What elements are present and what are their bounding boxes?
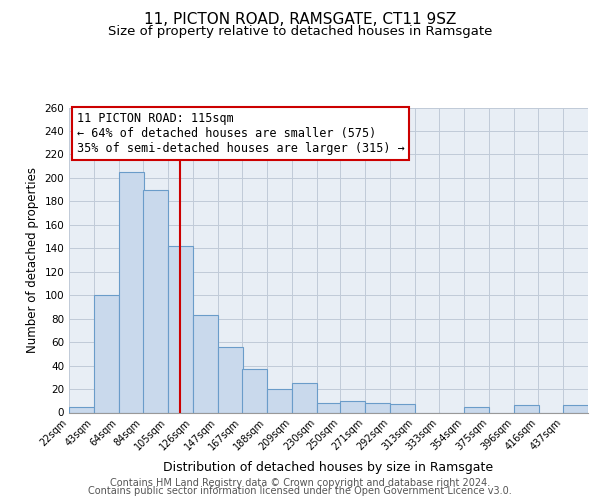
Text: Contains HM Land Registry data © Crown copyright and database right 2024.: Contains HM Land Registry data © Crown c… bbox=[110, 478, 490, 488]
Text: Size of property relative to detached houses in Ramsgate: Size of property relative to detached ho… bbox=[108, 25, 492, 38]
Bar bbox=[365, 403, 391, 412]
Bar bbox=[340, 401, 365, 412]
Bar bbox=[242, 369, 266, 412]
Text: 11, PICTON ROAD, RAMSGATE, CT11 9SZ: 11, PICTON ROAD, RAMSGATE, CT11 9SZ bbox=[144, 12, 456, 28]
Bar bbox=[563, 406, 588, 412]
Text: 11 PICTON ROAD: 115sqm
← 64% of detached houses are smaller (575)
35% of semi-de: 11 PICTON ROAD: 115sqm ← 64% of detached… bbox=[77, 112, 404, 155]
Bar bbox=[266, 389, 292, 412]
Bar bbox=[168, 246, 193, 412]
Y-axis label: Number of detached properties: Number of detached properties bbox=[26, 167, 39, 353]
X-axis label: Distribution of detached houses by size in Ramsgate: Distribution of detached houses by size … bbox=[163, 460, 494, 473]
Bar bbox=[317, 403, 341, 412]
Bar bbox=[193, 315, 218, 412]
Bar bbox=[69, 406, 94, 412]
Bar bbox=[292, 383, 317, 412]
Text: Contains public sector information licensed under the Open Government Licence v3: Contains public sector information licen… bbox=[88, 486, 512, 496]
Bar bbox=[218, 347, 243, 412]
Bar bbox=[143, 190, 168, 412]
Bar bbox=[514, 406, 539, 412]
Bar bbox=[464, 406, 489, 412]
Bar bbox=[119, 172, 144, 412]
Bar bbox=[391, 404, 415, 412]
Bar bbox=[94, 295, 119, 412]
